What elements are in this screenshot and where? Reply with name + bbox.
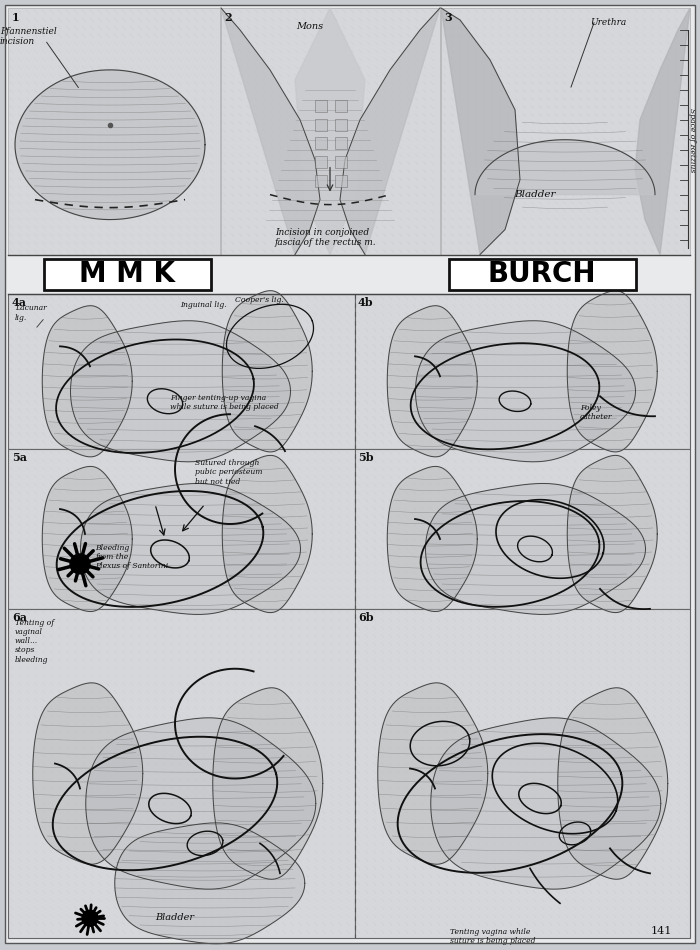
Polygon shape bbox=[340, 8, 440, 255]
Polygon shape bbox=[223, 455, 312, 613]
Polygon shape bbox=[426, 484, 645, 615]
Text: Inguinal lig.: Inguinal lig. bbox=[180, 301, 227, 310]
Bar bbox=[355, 609, 690, 939]
Text: 4b: 4b bbox=[358, 297, 374, 309]
Polygon shape bbox=[295, 8, 365, 255]
Bar bbox=[335, 175, 347, 186]
Polygon shape bbox=[378, 683, 488, 864]
Bar bbox=[8, 449, 355, 609]
Polygon shape bbox=[70, 554, 90, 574]
Bar bbox=[335, 156, 347, 168]
Polygon shape bbox=[80, 484, 300, 615]
Text: 6a: 6a bbox=[12, 612, 27, 623]
Text: 2: 2 bbox=[224, 12, 232, 23]
Text: 3: 3 bbox=[444, 12, 452, 23]
Text: 4a: 4a bbox=[12, 297, 27, 309]
Polygon shape bbox=[558, 688, 668, 880]
Text: Incision in conjoined
fascia of the rectus m.: Incision in conjoined fascia of the rect… bbox=[275, 228, 377, 247]
Text: Bleeding
from the
Plexus of Santorini: Bleeding from the Plexus of Santorini bbox=[95, 544, 168, 570]
FancyBboxPatch shape bbox=[44, 258, 211, 291]
Bar bbox=[315, 175, 327, 186]
Text: Urethra: Urethra bbox=[590, 18, 626, 27]
Polygon shape bbox=[115, 823, 304, 943]
Polygon shape bbox=[635, 8, 690, 255]
Bar bbox=[221, 8, 440, 255]
Polygon shape bbox=[567, 455, 657, 613]
Bar bbox=[315, 156, 327, 168]
Text: M M K: M M K bbox=[79, 260, 175, 289]
Text: Tenting vagina while
suture is being placed: Tenting vagina while suture is being pla… bbox=[450, 928, 536, 945]
Bar bbox=[335, 137, 347, 149]
Polygon shape bbox=[33, 683, 143, 864]
Bar bbox=[8, 8, 220, 255]
Text: BURCH: BURCH bbox=[488, 260, 596, 289]
Polygon shape bbox=[71, 321, 290, 462]
Text: 141: 141 bbox=[650, 926, 672, 936]
Bar bbox=[315, 100, 327, 112]
Bar bbox=[8, 609, 355, 939]
Bar bbox=[355, 449, 690, 609]
Text: Mons: Mons bbox=[296, 22, 323, 31]
Bar bbox=[355, 294, 690, 449]
Text: 5b: 5b bbox=[358, 452, 374, 464]
Text: Pfannenstiel
incision: Pfannenstiel incision bbox=[0, 27, 57, 47]
Polygon shape bbox=[213, 688, 323, 880]
Polygon shape bbox=[223, 291, 312, 452]
Polygon shape bbox=[42, 306, 132, 457]
FancyBboxPatch shape bbox=[449, 258, 636, 291]
Polygon shape bbox=[82, 910, 98, 926]
Text: Sutured through
pubic periosteum
but not tied: Sutured through pubic periosteum but not… bbox=[195, 459, 262, 485]
Text: 6b: 6b bbox=[358, 612, 374, 623]
Bar bbox=[335, 100, 347, 112]
Polygon shape bbox=[42, 466, 132, 612]
Text: Cooper's lig.: Cooper's lig. bbox=[235, 296, 284, 304]
Polygon shape bbox=[221, 8, 320, 255]
Polygon shape bbox=[15, 70, 205, 219]
Bar bbox=[335, 119, 347, 130]
Polygon shape bbox=[416, 321, 636, 462]
Bar bbox=[315, 137, 327, 149]
Text: Bladder: Bladder bbox=[514, 190, 556, 199]
Text: Foley
catheter: Foley catheter bbox=[580, 405, 612, 422]
Bar bbox=[8, 294, 355, 449]
Polygon shape bbox=[430, 718, 661, 889]
Polygon shape bbox=[441, 8, 520, 255]
Text: Bladder: Bladder bbox=[155, 913, 194, 922]
Bar bbox=[441, 8, 690, 255]
Polygon shape bbox=[387, 306, 477, 457]
Text: Tenting of
vaginal
wall...
stops
bleeding: Tenting of vaginal wall... stops bleedin… bbox=[15, 618, 54, 664]
Text: 1: 1 bbox=[12, 12, 20, 23]
Text: Space of Retzius: Space of Retzius bbox=[688, 107, 696, 172]
Polygon shape bbox=[567, 291, 657, 452]
Text: Finger tenting-up vagina
while suture is being placed: Finger tenting-up vagina while suture is… bbox=[170, 394, 279, 411]
Polygon shape bbox=[475, 140, 655, 195]
Bar bbox=[315, 119, 327, 130]
Polygon shape bbox=[86, 718, 316, 889]
Text: Lacunar
lig.: Lacunar lig. bbox=[15, 304, 47, 322]
Text: 5a: 5a bbox=[12, 452, 27, 464]
Polygon shape bbox=[387, 466, 477, 612]
